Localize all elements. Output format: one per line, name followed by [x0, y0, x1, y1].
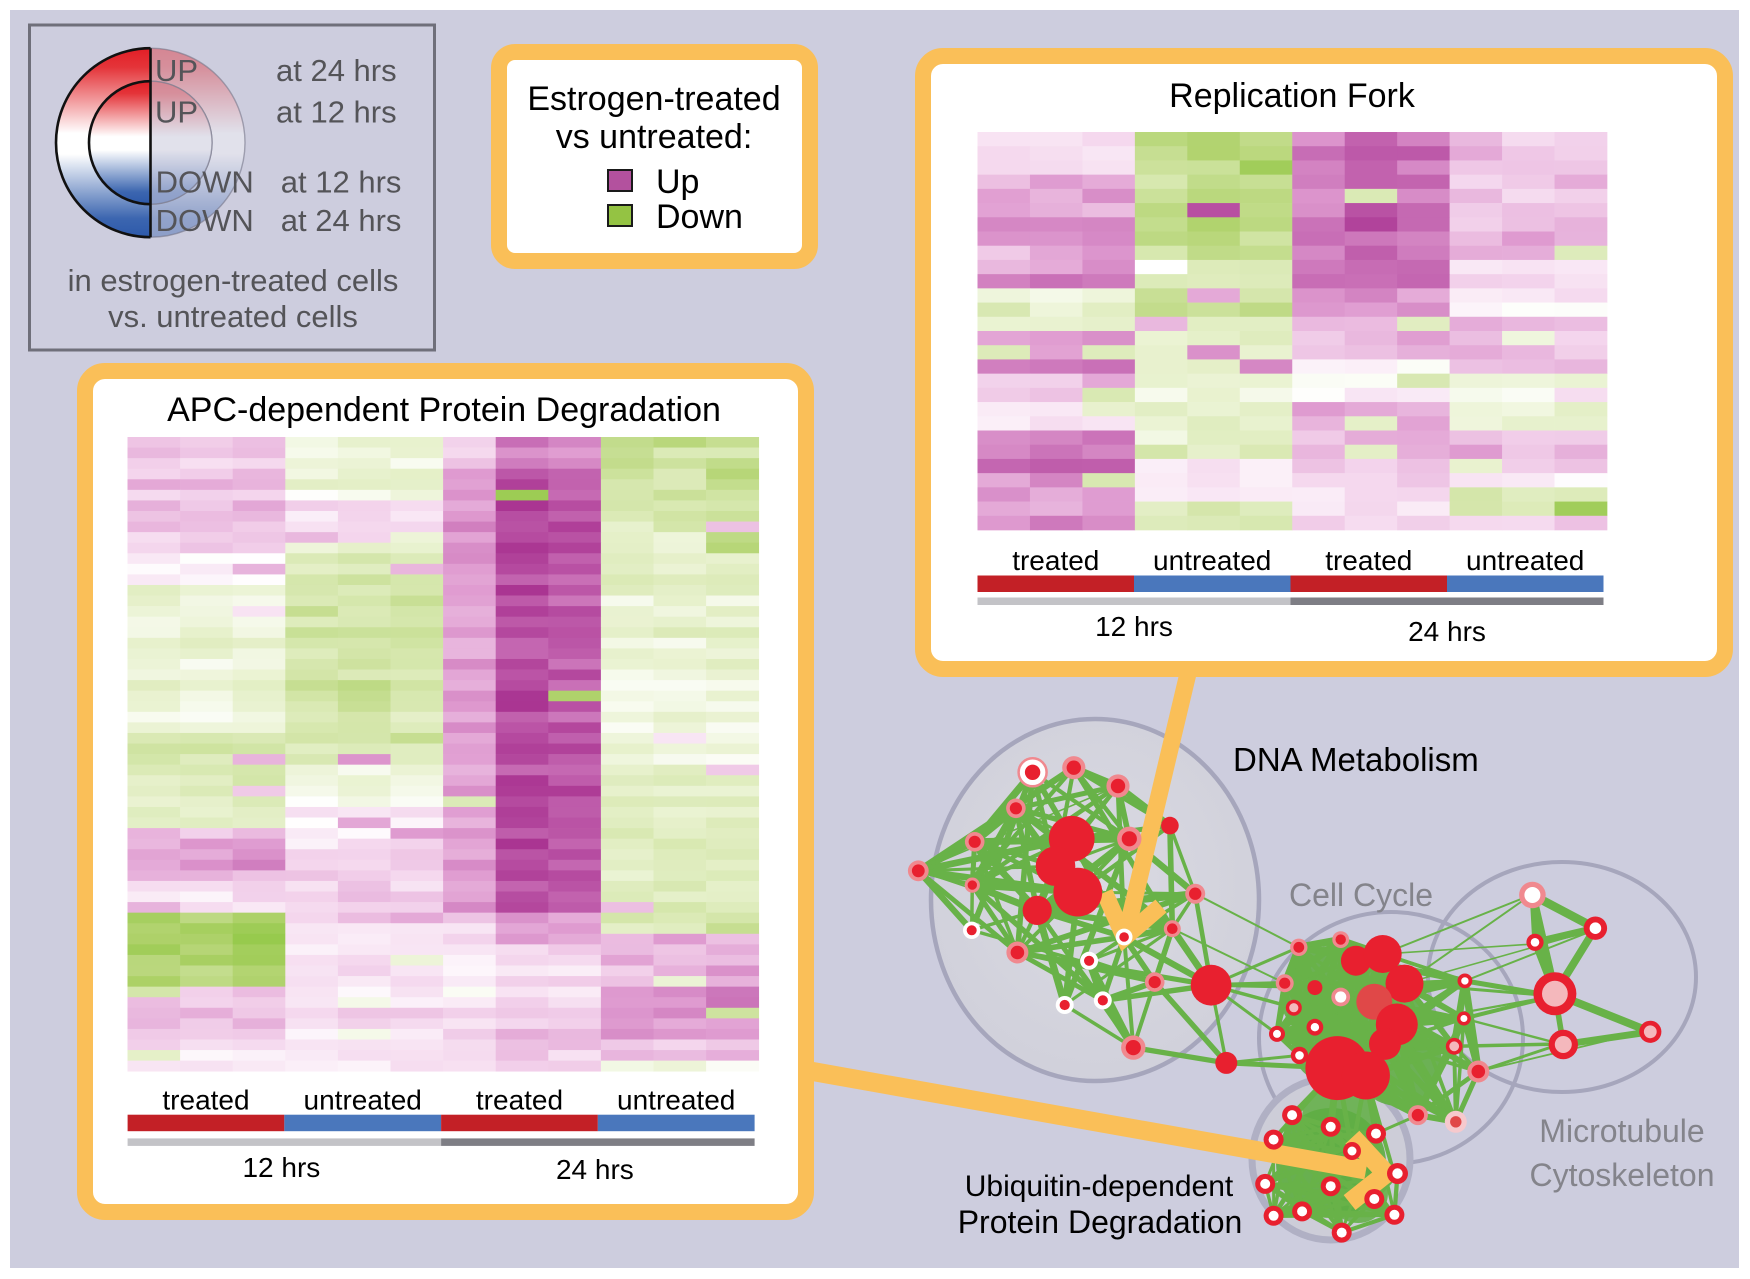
svg-text:APC-dependent Protein Degradat: APC-dependent Protein Degradation	[167, 391, 721, 429]
svg-text:at 12 hrs: at 12 hrs	[281, 165, 402, 200]
svg-text:at 12 hrs: at 12 hrs	[276, 95, 397, 130]
svg-text:Replication Fork: Replication Fork	[1169, 77, 1416, 115]
svg-text:UP: UP	[155, 95, 198, 130]
svg-text:Cell Cycle: Cell Cycle	[1289, 877, 1433, 913]
svg-text:DOWN: DOWN	[156, 203, 254, 238]
svg-text:untreated: untreated	[304, 1085, 422, 1116]
svg-text:UP: UP	[155, 53, 198, 88]
svg-text:untreated: untreated	[1466, 545, 1584, 576]
svg-text:Up: Up	[656, 163, 699, 201]
svg-text:untreated: untreated	[617, 1085, 735, 1116]
svg-text:at 24 hrs: at 24 hrs	[281, 203, 402, 238]
svg-text:vs. untreated cells: vs. untreated cells	[108, 299, 358, 334]
svg-text:Cytoskeleton: Cytoskeleton	[1530, 1157, 1715, 1193]
svg-text:Microtubule: Microtubule	[1539, 1113, 1704, 1149]
svg-text:untreated: untreated	[1153, 545, 1271, 576]
svg-text:treated: treated	[1325, 545, 1412, 576]
svg-text:12 hrs: 12 hrs	[242, 1152, 320, 1183]
svg-text:24 hrs: 24 hrs	[556, 1154, 634, 1185]
svg-text:in estrogen-treated cells: in estrogen-treated cells	[68, 263, 399, 298]
svg-text:24 hrs: 24 hrs	[1408, 616, 1486, 647]
svg-text:treated: treated	[476, 1085, 563, 1116]
svg-text:12 hrs: 12 hrs	[1095, 611, 1173, 642]
svg-text:DOWN: DOWN	[156, 165, 254, 200]
svg-text:Estrogen-treated: Estrogen-treated	[527, 80, 780, 118]
svg-text:Down: Down	[656, 198, 743, 236]
svg-text:at 24 hrs: at 24 hrs	[276, 53, 397, 88]
svg-text:vs untreated:: vs untreated:	[556, 118, 753, 156]
svg-text:treated: treated	[1012, 545, 1099, 576]
svg-text:Protein Degradation: Protein Degradation	[958, 1204, 1243, 1240]
svg-text:DNA Metabolism: DNA Metabolism	[1233, 741, 1479, 778]
svg-text:treated: treated	[162, 1085, 249, 1116]
svg-text:Ubiquitin-dependent: Ubiquitin-dependent	[965, 1170, 1234, 1203]
